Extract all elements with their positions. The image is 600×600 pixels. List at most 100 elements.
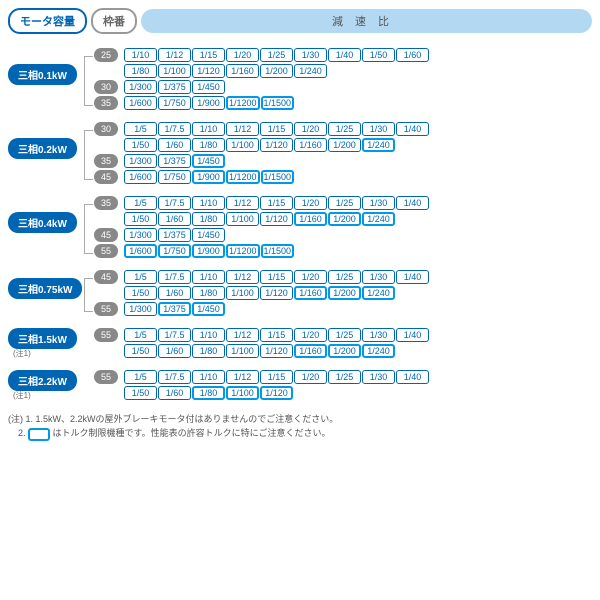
frame-label: 45	[94, 228, 118, 242]
ratio-chip: 1/120	[260, 286, 293, 300]
ratio-chip: 1/1500	[261, 96, 295, 110]
ratio-row: 1/3001/3751/450	[124, 302, 226, 316]
ratio-row: 1/51/7.51/101/121/151/201/251/301/40	[124, 196, 430, 210]
ratio-chip: 1/60	[158, 138, 191, 152]
ratio-chip: 1/10	[124, 48, 157, 62]
ratio-chip: 1/12	[158, 48, 191, 62]
ratio-chip: 1/450	[192, 154, 225, 168]
ratio-chip: 1/375	[158, 80, 191, 94]
ratio-chip: 1/240	[362, 344, 395, 358]
ratio-chip: 1/240	[362, 212, 395, 226]
ratio-chip: 1/100	[226, 344, 259, 358]
ratio-chip: 1/240	[294, 64, 327, 78]
ratio-chip: 1/600	[124, 96, 157, 110]
ratio-chip: 1/300	[124, 228, 157, 242]
ratio-chip: 1/15	[260, 328, 293, 342]
ratio-chip: 1/80	[192, 344, 225, 358]
ratio-chip: 1/375	[158, 228, 191, 242]
ratio-chip: 1/450	[192, 302, 225, 316]
motor-group: 三相0.4kW351/51/7.51/101/121/151/201/251/3…	[8, 188, 592, 260]
footnotes: (注) 1. 1.5kW、2.2kWの屋外ブレーキモータ付はありませんのでご注意…	[8, 412, 592, 441]
ratio-row: 1/3001/3751/450	[124, 80, 226, 94]
ratio-chip: 1/120	[260, 212, 293, 226]
ratio-chip: 1/900	[192, 170, 225, 184]
frame-label: 55	[94, 302, 118, 316]
motor-group: 三相2.2kW(注1)551/51/7.51/101/121/151/201/2…	[8, 362, 592, 402]
motor-label: 三相0.4kW	[8, 212, 77, 233]
ratio-chip: 1/20	[294, 122, 327, 136]
motor-group: 三相0.1kW251/101/121/151/201/251/301/401/5…	[8, 40, 592, 112]
ratio-chip: 1/15	[192, 48, 225, 62]
ratio-chip: 1/25	[328, 122, 361, 136]
motor-group: 三相1.5kW(注1)551/51/7.51/101/121/151/201/2…	[8, 320, 592, 360]
frame-label: 35	[94, 154, 118, 168]
ratio-chip: 1/30	[362, 270, 395, 284]
frame-label: 45	[94, 170, 118, 184]
ratio-chip: 1/50	[124, 138, 157, 152]
ratio-chip: 1/80	[192, 286, 225, 300]
ratio-chip: 1/1500	[261, 244, 295, 258]
ratio-chip: 1/900	[192, 96, 225, 110]
motor-label: 三相0.75kW	[8, 278, 82, 299]
ratio-chip: 1/600	[124, 244, 157, 258]
motor-label: 三相0.2kW	[8, 138, 77, 159]
ratio-chip: 1/30	[362, 196, 395, 210]
ratio-chip: 1/1200	[226, 170, 260, 184]
ratio-row: 1/501/601/801/1001/120	[124, 386, 294, 400]
ratio-row: 1/501/601/801/1001/1201/1601/2001/240	[124, 286, 396, 300]
ratio-row: 1/51/7.51/101/121/151/201/251/301/40	[124, 122, 430, 136]
ratio-chip: 1/12	[226, 328, 259, 342]
ratio-chip: 1/25	[328, 328, 361, 342]
ratio-chip: 1/7.5	[158, 196, 191, 210]
ratio-chip: 1/100	[226, 212, 259, 226]
ratio-chip: 1/5	[124, 270, 157, 284]
frame-label: 25	[94, 48, 118, 62]
motor-label: 三相1.5kW	[8, 328, 77, 349]
legend-box-icon	[28, 428, 50, 441]
ratio-chip: 1/7.5	[158, 370, 191, 384]
frame-label: 35	[94, 96, 118, 110]
ratio-chip: 1/20	[226, 48, 259, 62]
ratio-chip: 1/10	[192, 370, 225, 384]
ratio-chip: 1/50	[124, 212, 157, 226]
ratio-chip: 1/5	[124, 196, 157, 210]
frame-label: 55	[94, 244, 118, 258]
ratio-chip: 1/600	[124, 170, 157, 184]
ratio-chip: 1/30	[362, 370, 395, 384]
ratio-chip: 1/120	[260, 344, 293, 358]
ratio-chip: 1/160	[294, 212, 327, 226]
ratio-chip: 1/100	[226, 286, 259, 300]
ratio-chip: 1/20	[294, 196, 327, 210]
motor-group: 三相0.2kW 30 1/51/7.51/101/121/151/201/251/3…	[8, 114, 592, 186]
ratio-chip: 1/1500	[261, 170, 295, 184]
header-row: モータ容量 枠番 減速比	[8, 8, 592, 34]
ratio-chip: 1/7.5	[158, 122, 191, 136]
ratio-row: 1/3001/3751/450	[124, 154, 226, 168]
ratio-chip: 1/25	[328, 270, 361, 284]
ratio-row: 1/6001/7501/9001/12001/1500	[124, 96, 295, 110]
ratio-chip: 1/40	[396, 122, 429, 136]
header-motor: モータ容量	[8, 8, 87, 34]
ratio-chip: 1/50	[124, 344, 157, 358]
ratio-chip: 1/60	[158, 344, 191, 358]
ratio-chip: 1/30	[362, 122, 395, 136]
ratio-chip: 1/25	[328, 370, 361, 384]
ratio-chip: 1/25	[260, 48, 293, 62]
ratio-chip: 1/10	[192, 122, 225, 136]
ratio-row: 1/101/121/151/201/251/301/401/501/60	[124, 48, 430, 62]
ratio-chip: 1/750	[158, 96, 191, 110]
ratio-chip: 1/300	[124, 80, 157, 94]
ratio-chip: 1/60	[158, 212, 191, 226]
ratio-chip: 1/750	[158, 170, 191, 184]
ratio-chip: 1/200	[328, 286, 361, 300]
ratio-chip: 1/80	[192, 138, 225, 152]
frame-label: 30	[94, 122, 118, 136]
motor-group: 三相0.75kW451/51/7.51/101/121/151/201/251/…	[8, 262, 592, 318]
ratio-chip: 1/40	[328, 48, 361, 62]
ratio-chip: 1/12	[226, 370, 259, 384]
ratio-chip: 1/200	[260, 64, 293, 78]
ratio-chip: 1/80	[192, 386, 225, 400]
ratio-row: 1/51/7.51/101/121/151/201/251/301/40	[124, 270, 430, 284]
ratio-chip: 1/60	[158, 286, 191, 300]
motor-note: (注1)	[13, 390, 31, 401]
